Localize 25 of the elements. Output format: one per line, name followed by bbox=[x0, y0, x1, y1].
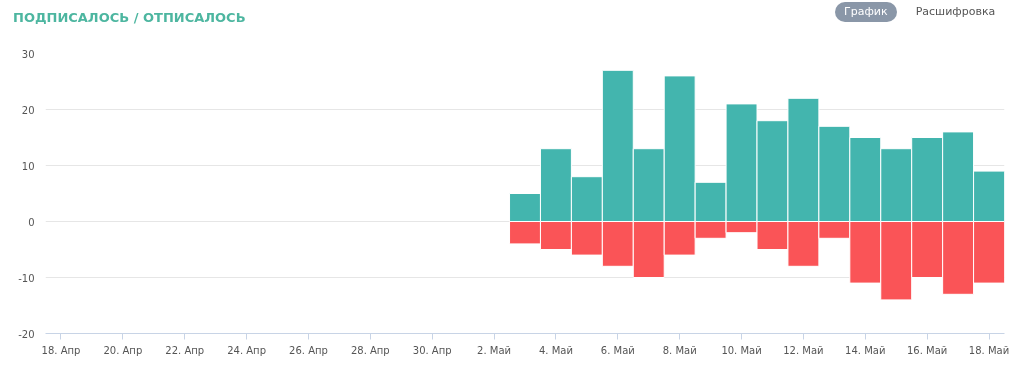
y-tick-label: 0 bbox=[28, 216, 35, 228]
y-tick-label: 10 bbox=[21, 160, 35, 172]
y-tick-label: 20 bbox=[21, 104, 35, 116]
x-tick-label: 10. Май bbox=[721, 344, 762, 356]
x-tick-label: 14. Май bbox=[845, 344, 886, 356]
x-tick-label: 18. Май bbox=[968, 344, 1010, 356]
x-tick-label: 24. Апр bbox=[227, 344, 266, 356]
x-tick-label: 12. Май bbox=[783, 344, 824, 356]
x-tick-label: 30. Апр bbox=[412, 344, 452, 356]
y-tick-label: 30 bbox=[21, 48, 35, 60]
y-tick-label: -20 bbox=[18, 328, 35, 340]
x-tick-label: 16. Май bbox=[906, 344, 948, 356]
x-tick-label: 2. Май bbox=[477, 344, 512, 356]
x-tick-label: 18. Апр bbox=[41, 344, 81, 356]
text: График bbox=[844, 5, 888, 19]
x-tick-label: 4. Май bbox=[538, 344, 573, 356]
x-tick-label: 6. Май bbox=[600, 344, 635, 356]
x-tick-label: 8. Май bbox=[662, 344, 697, 356]
text: Расшифровка bbox=[915, 5, 996, 19]
x-tick-label: 22. Апр bbox=[165, 344, 205, 356]
x-tick-label: 20. Апр bbox=[103, 344, 143, 356]
y-tick-label: -10 bbox=[18, 272, 35, 284]
x-tick-label: 28. Апр bbox=[350, 344, 390, 356]
chart-title: ПОДПИСАЛОСЬ / ОТПИСАЛОСЬ bbox=[13, 9, 246, 27]
x-tick-label: 26. Апр bbox=[289, 344, 328, 356]
